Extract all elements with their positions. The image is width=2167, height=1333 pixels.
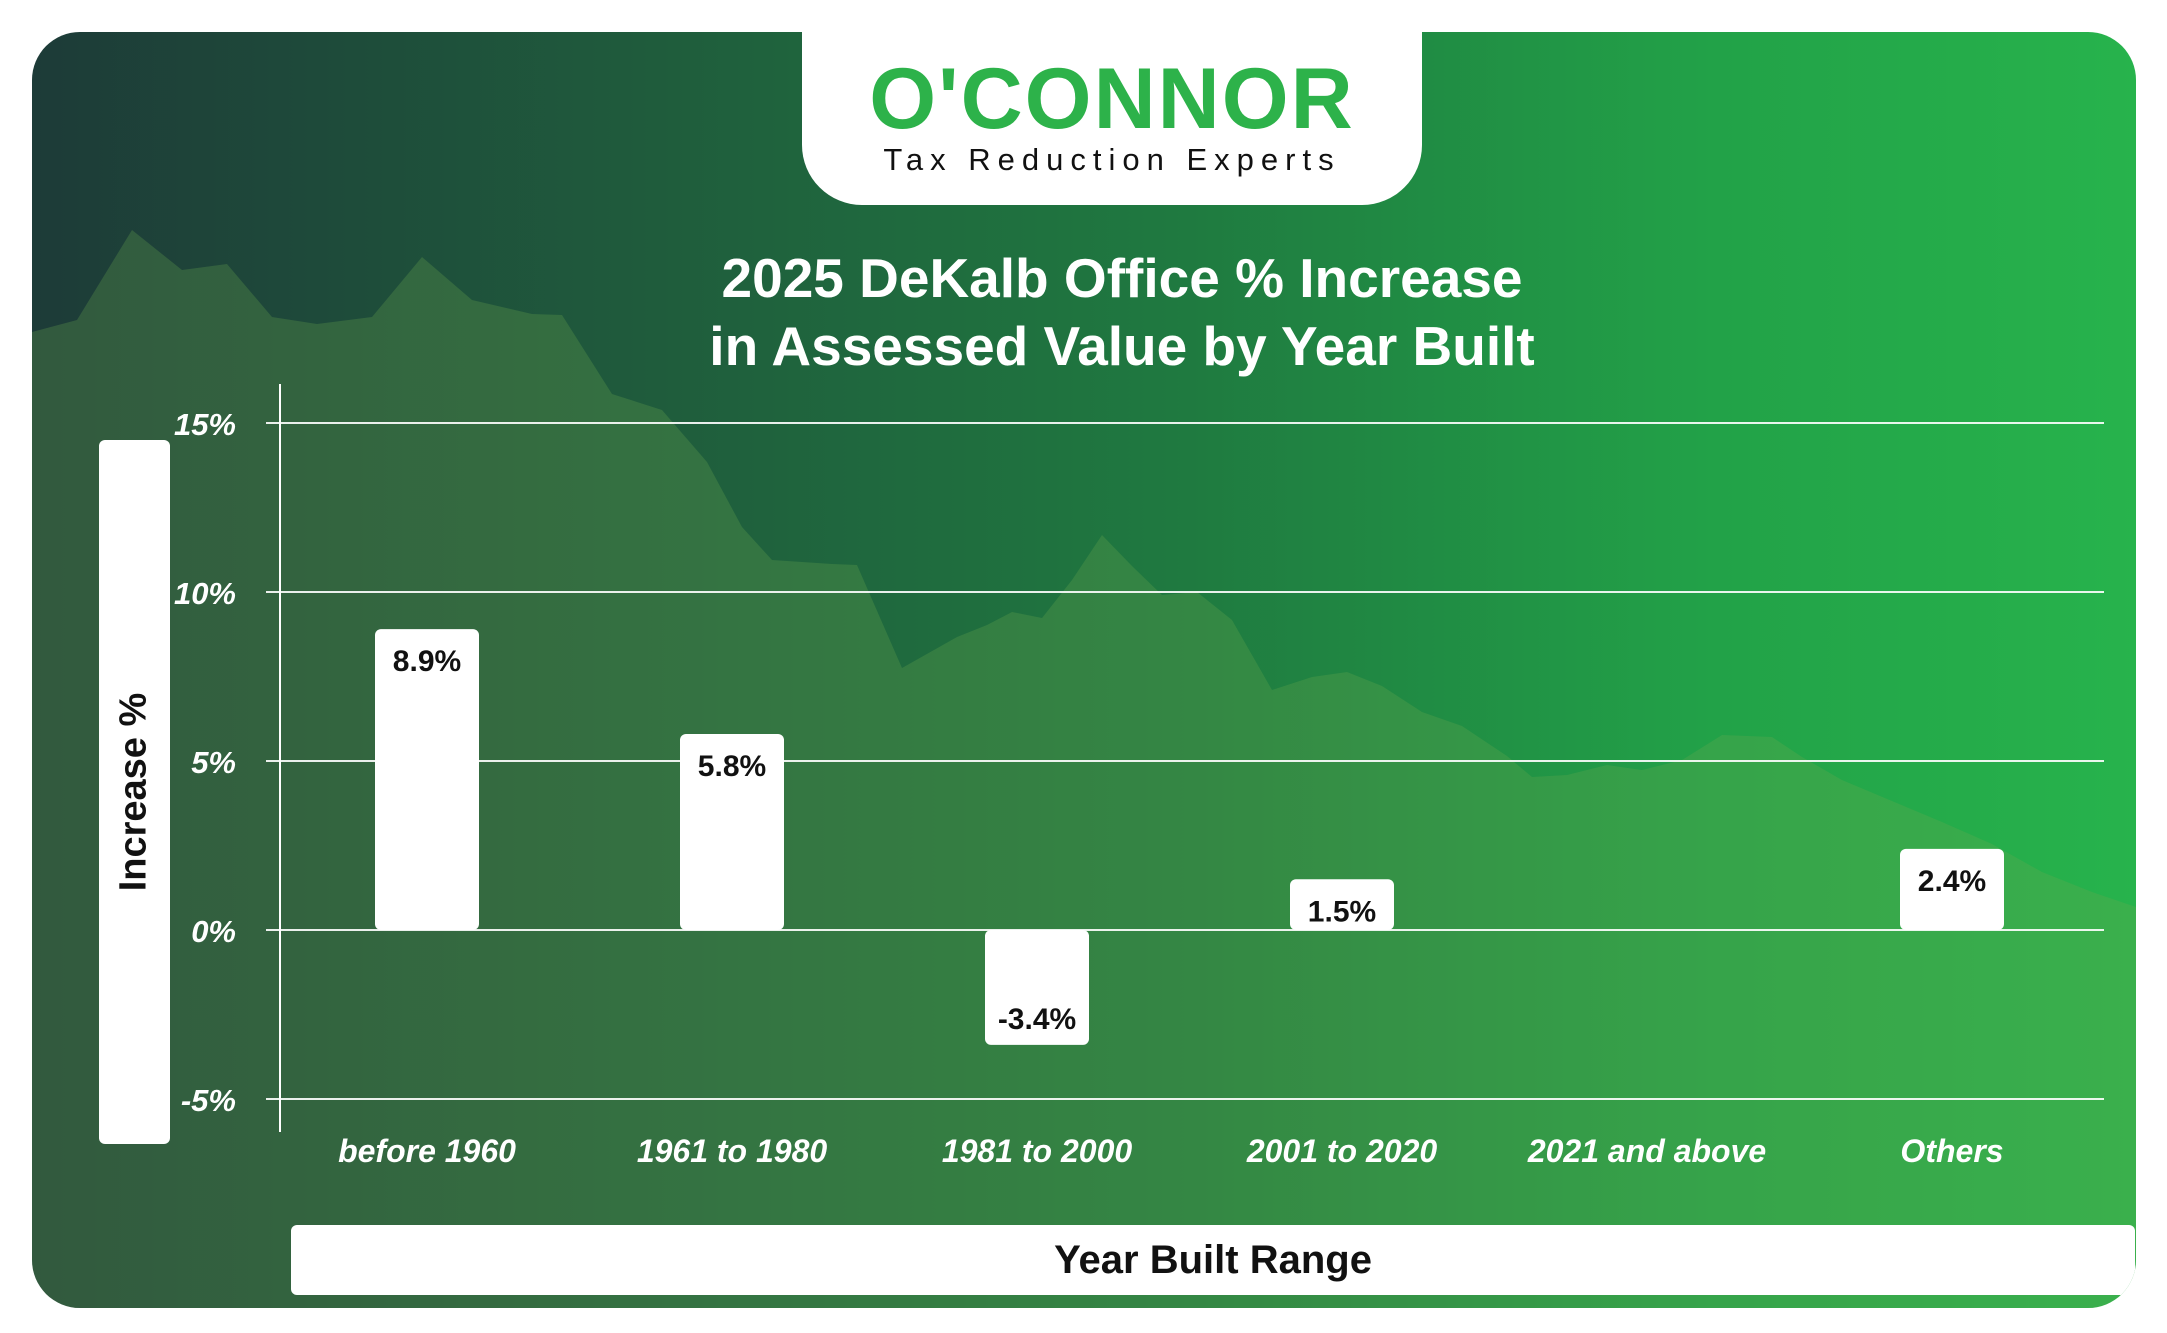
y-axis-label: Increase % xyxy=(112,692,155,892)
bar xyxy=(985,930,1089,1045)
y-tick-label: 15% xyxy=(174,407,236,442)
x-tick-label: 2001 to 2020 xyxy=(1246,1133,1438,1169)
x-tick-label: 1981 to 2000 xyxy=(942,1133,1133,1169)
chart-title-line-2: in Assessed Value by Year Built xyxy=(709,315,1535,377)
x-axis-label: Year Built Range xyxy=(1054,1238,1372,1282)
y-tick-labels: 15% 10% 5% 0% -5% xyxy=(174,407,236,1118)
data-label: 8.9% xyxy=(393,645,461,678)
data-label: 5.8% xyxy=(698,750,766,783)
brand-logo: O'CONNOR xyxy=(869,51,1355,147)
chart-title: 2025 DeKalb Office % Increase in Assesse… xyxy=(332,244,1912,380)
logo-tab xyxy=(802,32,1422,205)
y-tick-label: 0% xyxy=(191,914,236,949)
y-tick-label: -5% xyxy=(181,1083,236,1118)
data-label: -3.4% xyxy=(998,1003,1076,1036)
y-axis-label-box xyxy=(99,440,170,1144)
chart-title-line-1: 2025 DeKalb Office % Increase xyxy=(721,247,1523,309)
x-tick-label: before 1960 xyxy=(338,1133,516,1169)
decorative-background-hills xyxy=(32,230,2136,1308)
x-tick-label: 2021 and above xyxy=(1527,1133,1766,1169)
gridlines xyxy=(266,422,2104,1100)
y-tick-label: 5% xyxy=(191,745,236,780)
bar xyxy=(1900,848,2004,930)
data-label: 2.4% xyxy=(1918,865,1986,898)
x-tick-label: 1961 to 1980 xyxy=(637,1133,828,1169)
bar xyxy=(375,629,479,930)
x-axis-label-box xyxy=(291,1225,2135,1295)
data-label: 1.5% xyxy=(1308,895,1376,928)
x-tick-labels: before 1960 1961 to 1980 1981 to 2000 2001 … xyxy=(338,1133,2004,1169)
brand-tagline: Tax Reduction Experts xyxy=(883,142,1341,177)
x-tick-label: Others xyxy=(1900,1133,2003,1169)
y-tick-label: 10% xyxy=(174,576,236,611)
bar xyxy=(1290,879,1394,930)
chart-canvas: 15% 10% 5% 0% -5% 8.9% 5.8% -3.4% 1.5% 2.4% befo… xyxy=(32,230,2136,1308)
bar xyxy=(680,733,784,930)
chart-card: 15% 10% 5% 0% -5% 8.9% 5.8% -3.4% 1.5% 2.4% befo… xyxy=(32,32,2136,1308)
bars: 8.9% 5.8% -3.4% 1.5% 2.4% xyxy=(375,629,2004,1045)
